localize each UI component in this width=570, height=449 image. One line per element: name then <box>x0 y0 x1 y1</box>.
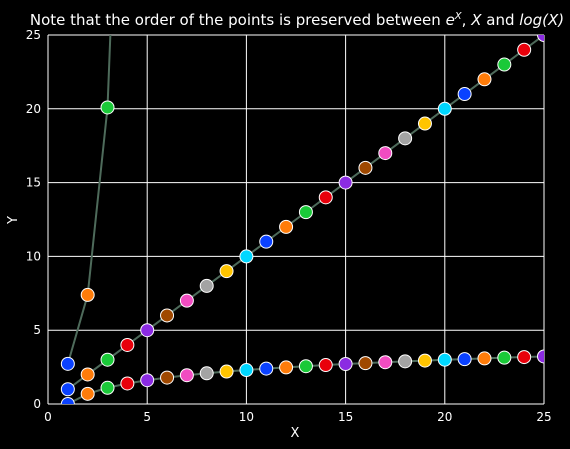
chart-title: Note that the order of the points is pre… <box>30 11 564 29</box>
y-tick-label: 0 <box>33 397 41 411</box>
x-tick-label: 25 <box>536 410 551 424</box>
data-point-log <box>160 370 175 385</box>
data-point-identity <box>437 101 452 116</box>
title-sep2: and <box>481 11 519 29</box>
data-point-identity <box>417 116 432 131</box>
data-point-log <box>100 380 115 395</box>
y-tick-label: 20 <box>26 102 41 116</box>
data-point-log <box>398 354 413 369</box>
title-prefix: Note that the order of the points is pre… <box>30 11 446 29</box>
title-x-term: X <box>470 11 482 29</box>
data-point-log <box>259 361 274 376</box>
data-point-log <box>60 397 75 404</box>
title-exp-base: e <box>446 11 455 29</box>
data-point-log <box>457 352 472 367</box>
title-sep1: , <box>462 11 472 29</box>
data-point-identity <box>120 337 135 352</box>
data-point-identity <box>60 382 75 397</box>
data-point-log <box>298 359 313 374</box>
data-point-log <box>358 356 373 371</box>
y-tick-label: 10 <box>26 249 41 263</box>
data-point-log <box>477 351 492 366</box>
data-point-identity <box>239 249 254 264</box>
data-point-log <box>179 368 194 383</box>
title-log-term: log(X) <box>519 11 564 29</box>
data-point-identity <box>537 35 544 42</box>
y-tick-label: 25 <box>26 28 41 42</box>
y-tick-label: 15 <box>26 176 41 190</box>
data-point-exp <box>60 356 75 371</box>
data-point-identity <box>378 146 393 161</box>
data-point-identity <box>358 160 373 175</box>
data-point-identity <box>160 308 175 323</box>
data-point-identity <box>80 367 95 382</box>
y-axis-label: Y <box>6 216 21 225</box>
data-point-exp <box>100 100 115 115</box>
data-point-identity <box>477 72 492 87</box>
data-point-identity <box>100 352 115 367</box>
grid <box>47 34 545 405</box>
data-point-log <box>120 376 135 391</box>
data-point-identity <box>298 205 313 220</box>
data-point-identity <box>179 293 194 308</box>
data-point-log <box>219 364 234 379</box>
data-point-log <box>537 349 544 364</box>
data-point-log <box>497 350 512 365</box>
data-point-identity <box>199 278 214 293</box>
x-tick-label: 5 <box>143 410 151 424</box>
title-exp-superscript: X <box>454 11 463 22</box>
data-point-log <box>318 358 333 373</box>
data-point-log <box>239 363 254 378</box>
data-point-identity <box>140 323 155 338</box>
x-tick-label: 0 <box>44 410 52 424</box>
data-point-identity <box>279 219 294 234</box>
data-point-log <box>140 373 155 388</box>
data-point-identity <box>398 131 413 146</box>
x-tick-label: 15 <box>338 410 353 424</box>
data-point-identity <box>219 264 234 279</box>
data-point-identity <box>259 234 274 249</box>
data-point-log <box>378 355 393 370</box>
data-point-log <box>279 360 294 375</box>
x-axis-label: X <box>291 426 300 441</box>
data-point-identity <box>338 175 353 190</box>
x-tick-label: 20 <box>437 410 452 424</box>
data-point-identity <box>497 57 512 72</box>
data-points <box>60 35 544 404</box>
data-point-log <box>517 350 532 365</box>
y-tick-label: 5 <box>33 323 41 337</box>
data-point-log <box>417 353 432 368</box>
data-point-exp <box>80 287 95 302</box>
data-point-log <box>437 352 452 367</box>
data-point-log <box>199 366 214 381</box>
data-point-identity <box>517 42 532 57</box>
x-tick-label: 10 <box>239 410 254 424</box>
data-point-identity <box>457 87 472 102</box>
tick-labels: 0 5 10 15 20 25 0 5 10 15 20 25 <box>26 28 552 424</box>
data-point-log <box>338 357 353 372</box>
data-point-log <box>80 386 95 401</box>
data-point-identity <box>318 190 333 205</box>
